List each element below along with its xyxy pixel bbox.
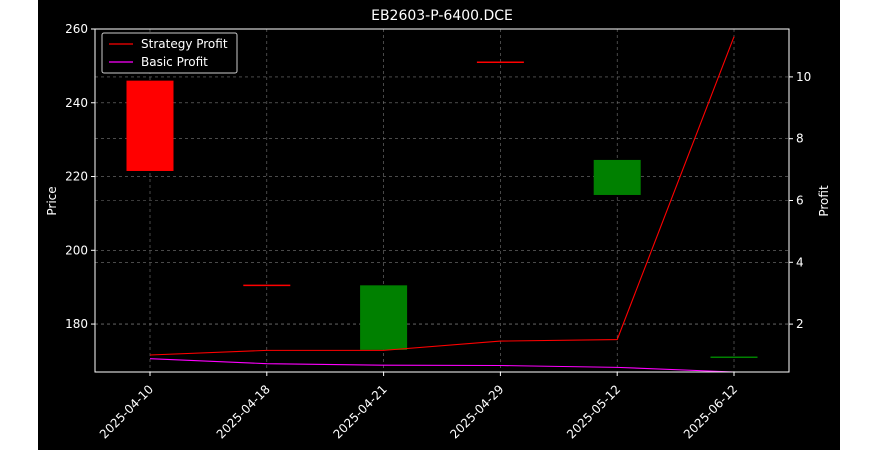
y2-axis-label: Profit: [817, 185, 831, 217]
y-axis-label: Price: [45, 186, 59, 215]
legend-box: [101, 32, 238, 74]
x-tick-label: 2025-04-18: [214, 382, 273, 441]
profit-lines: [149, 36, 735, 373]
x-tick-label: 2025-05-12: [564, 382, 623, 441]
y2-tick-label: 10: [796, 70, 811, 84]
y2-tick-label: 6: [796, 194, 804, 208]
y-tick-label: 240: [65, 96, 88, 110]
grid: [95, 28, 789, 372]
legend: Strategy Profit Basic Profit: [101, 32, 238, 74]
legend-label-strategy-profit: Strategy Profit: [141, 37, 228, 51]
x-tick-label: 2025-04-21: [331, 382, 390, 441]
chart-figure: 180 200 220 240 260 2 4 6 8 10 2025-04-10 2025-04-1…: [38, 0, 840, 450]
x-tick-label: 2025-04-10: [97, 382, 156, 441]
chart-svg: 180 200 220 240 260 2 4 6 8 10 2025-04-10 2025-04-1…: [45, 8, 831, 441]
candle-2025-04-21: [360, 285, 408, 350]
x-tick-label: 2025-06-12: [681, 382, 740, 441]
legend-label-basic-profit: Basic Profit: [141, 55, 208, 69]
candles: [126, 61, 758, 358]
chart-title: EB2603-P-6400.DCE: [371, 8, 513, 24]
series-line-strategy-profit: [149, 36, 735, 356]
y-tick-label: 260: [65, 22, 88, 36]
y-tick-label: 180: [65, 317, 88, 331]
y2-tick-label: 2: [796, 317, 804, 331]
y2-tick-label: 4: [796, 255, 804, 269]
series-line-basic-profit: [149, 358, 735, 373]
axes: 180 200 220 240 260 2 4 6 8 10 2025-04-10 2025-04-1…: [65, 22, 811, 441]
y-tick-label: 220: [65, 170, 88, 184]
candle-2025-04-10: [126, 80, 174, 171]
y-tick-label: 200: [65, 243, 88, 257]
y2-tick-label: 8: [796, 132, 804, 146]
x-tick-label: 2025-04-29: [447, 382, 506, 441]
candle-2025-05-12: [593, 159, 641, 195]
